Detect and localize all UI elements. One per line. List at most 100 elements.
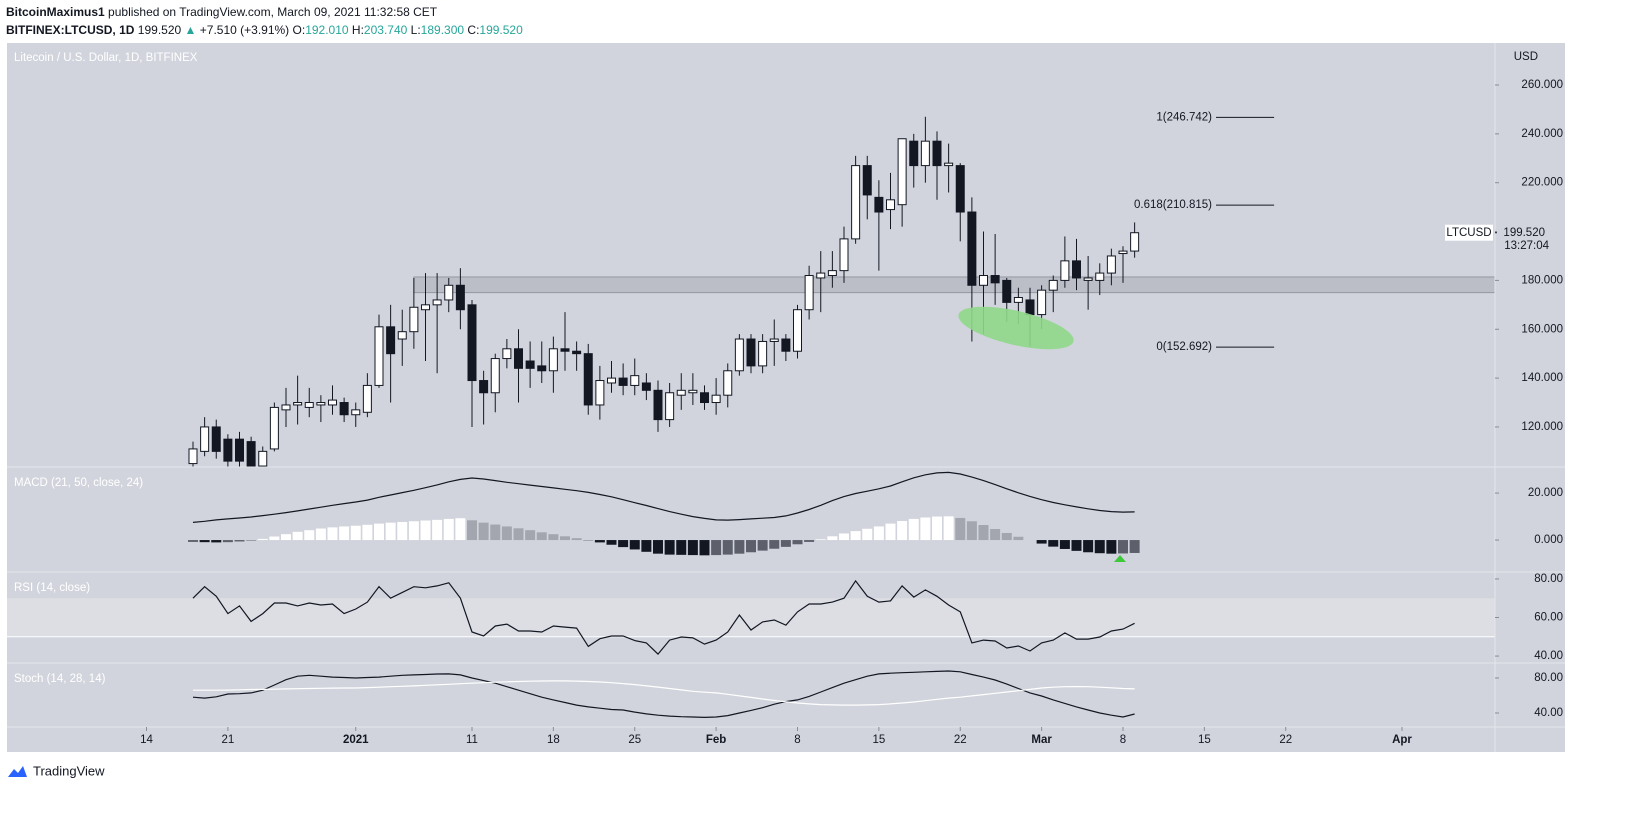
x-tick-label: 8 [1120, 734, 1126, 746]
histogram-bar [1118, 540, 1128, 554]
histogram-bar [292, 531, 303, 541]
candle-body [188, 448, 198, 465]
histogram-bar [711, 540, 722, 556]
candle-body [1095, 272, 1105, 281]
candle-body [444, 284, 454, 301]
pane-separators [7, 43, 1565, 752]
histogram-bar [385, 522, 396, 541]
logo: TradingView [8, 763, 105, 778]
candle-body [1072, 260, 1081, 279]
candle-body [467, 304, 477, 382]
highlight-ellipse [958, 306, 1074, 350]
histogram-bar [885, 523, 896, 541]
histogram-bar [467, 520, 477, 541]
logo-icon [8, 766, 27, 777]
histogram-bar [315, 528, 326, 541]
candle-body [827, 270, 837, 277]
candle-body [537, 365, 547, 372]
histogram-bar [490, 524, 501, 541]
histogram-bar [687, 540, 698, 556]
histogram-bar [897, 521, 908, 541]
histogram-bar [443, 518, 454, 541]
histogram-bar [1083, 540, 1094, 553]
candle-body [700, 392, 709, 404]
histogram-bar [792, 540, 803, 545]
histogram-bar [908, 518, 919, 541]
candle-body [246, 441, 256, 467]
header-line: BitcoinMaximus1 published on TradingView… [6, 3, 523, 21]
candle-body [258, 450, 268, 467]
candle-body [490, 358, 500, 394]
candle-body [409, 306, 419, 333]
histogram-bar [932, 516, 942, 541]
x-tick-label: 18 [547, 734, 560, 746]
candle-body [851, 165, 861, 240]
histogram-bar [455, 518, 466, 541]
y-tick-label: 0.000 [1534, 534, 1563, 546]
symbol: BITFINEX:LTCUSD, 1D [6, 23, 135, 37]
histogram-bar [513, 528, 524, 541]
last-price-bg [1497, 223, 1563, 256]
candle-body [897, 138, 907, 206]
x-tick-label: Mar [1031, 734, 1052, 746]
candle-body [223, 438, 233, 462]
x-tick-label: 8 [794, 734, 800, 746]
candle-body [618, 377, 628, 386]
histogram-bar [827, 536, 838, 541]
histogram-bar [966, 521, 977, 541]
candle-body [281, 404, 291, 411]
candle-body [235, 438, 244, 462]
ohlc-value: 203.740 [363, 23, 408, 37]
candle-body [293, 402, 303, 406]
y-tick-label: 160.000 [1521, 323, 1563, 335]
y-tick-label: 180.000 [1521, 274, 1563, 286]
macd-pane [188, 471, 1140, 556]
histogram-bar [850, 531, 861, 541]
candle-body [328, 399, 337, 406]
histogram-bar [618, 540, 629, 548]
candle-body [909, 140, 919, 167]
candle-body [479, 380, 489, 394]
candle-body [676, 389, 686, 396]
y-unit: USD [1514, 51, 1538, 63]
candle-body [1060, 260, 1070, 281]
histogram-bar [269, 536, 280, 541]
candle-body [886, 199, 895, 211]
candle-body [665, 392, 675, 421]
candle-body [734, 338, 744, 372]
candle-body [979, 275, 988, 286]
ohlc-label: C: [467, 23, 480, 37]
candle-body [723, 370, 733, 396]
histogram-bar [769, 540, 780, 549]
histogram-bar [804, 540, 815, 542]
candle-body [269, 406, 279, 450]
candle-body [1083, 277, 1093, 281]
candle-body [1130, 232, 1140, 252]
histogram-bar [281, 534, 291, 541]
ohlc-label: L: [410, 23, 421, 37]
histogram-bar [1129, 540, 1140, 553]
y-tick-label: 220.000 [1521, 177, 1563, 189]
histogram-bar [815, 539, 826, 541]
histogram-bar [1106, 540, 1117, 554]
change-arrow: ▲ [184, 23, 197, 37]
fib-label: 1(246.742) [1156, 111, 1212, 123]
candle-body [1106, 255, 1116, 274]
histogram-bar [222, 540, 233, 543]
histogram-bar [734, 540, 745, 554]
candle-body [304, 402, 314, 408]
candle-body [1118, 250, 1128, 255]
ohlc-label: O: [292, 23, 306, 37]
histogram-bar [1036, 540, 1047, 544]
candle-body [641, 382, 651, 391]
x-tick-label: Feb [706, 734, 726, 746]
histogram-bar [780, 540, 791, 547]
candle-body [688, 389, 698, 394]
candle-body [793, 309, 802, 352]
candle-body [397, 331, 407, 340]
x-tick-label: 15 [872, 734, 885, 746]
y-tick-label: 260.000 [1521, 79, 1563, 91]
candle-body [583, 353, 593, 406]
histogram-bar [1048, 540, 1059, 547]
